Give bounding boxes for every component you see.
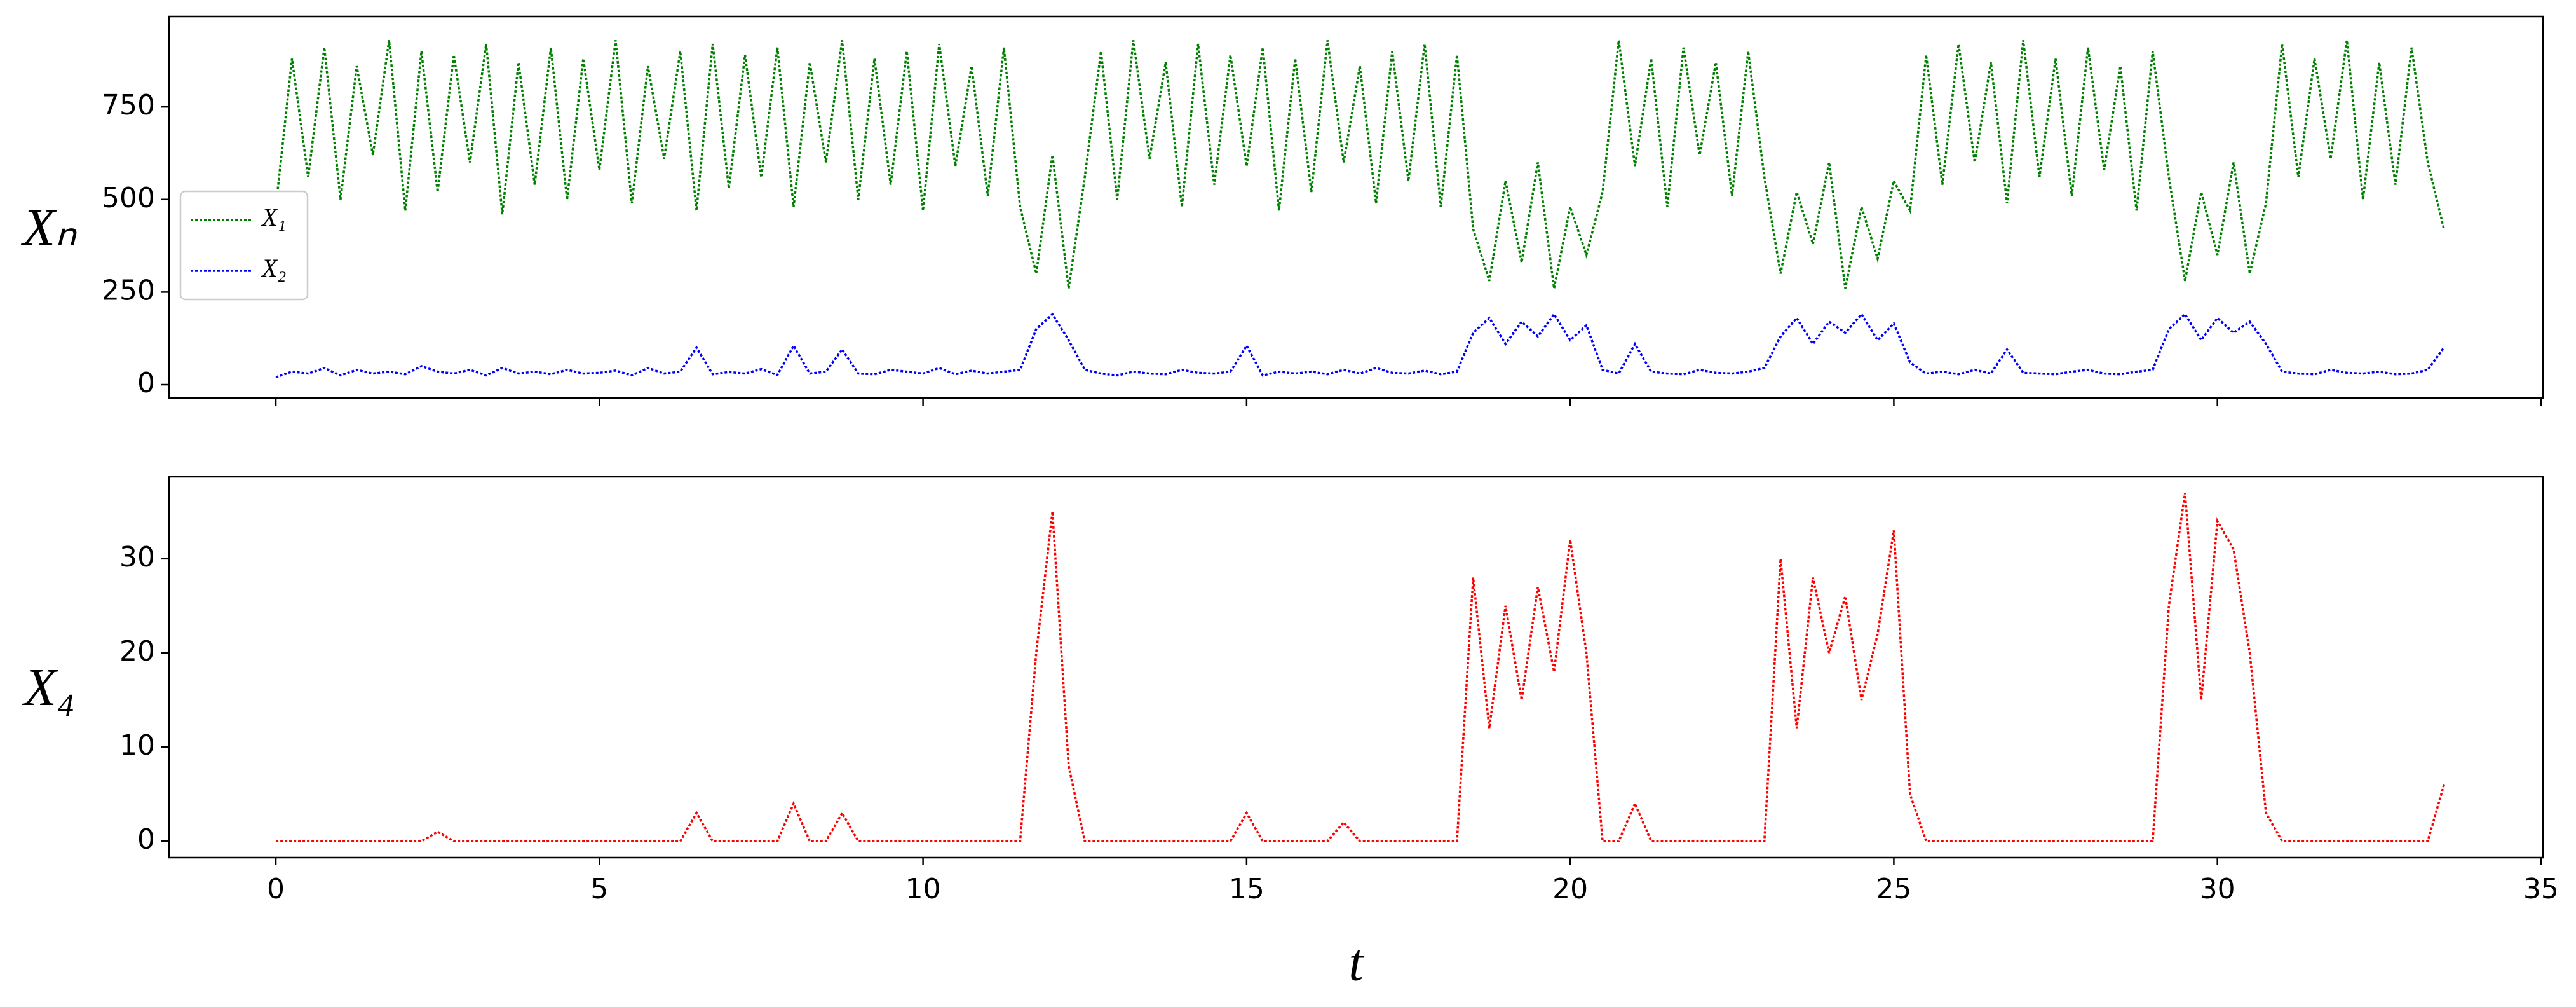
- plot-frame: [168, 476, 2544, 859]
- y-axis-label: X₄: [22, 658, 76, 717]
- y-tick-label: 250: [102, 274, 155, 306]
- series-line: [276, 492, 2445, 842]
- y-tick-label: 500: [102, 182, 155, 214]
- legend-label: X₁: [261, 203, 286, 231]
- x-tick-label: 15: [1229, 873, 1264, 905]
- y-tick-label: 750: [102, 89, 155, 121]
- legend-label: X₂: [261, 254, 286, 282]
- x-tick-label: 35: [2523, 873, 2559, 905]
- series-line: [275, 40, 2445, 289]
- y-tick-label: 0: [137, 823, 155, 856]
- x-tick-label: 0: [267, 873, 285, 905]
- series-line: [275, 312, 2445, 379]
- x-tick-label: 5: [590, 873, 608, 905]
- y-tick-label: 20: [119, 635, 155, 668]
- plot-frame: [168, 15, 2544, 399]
- x-tick-label: 30: [2200, 873, 2235, 905]
- x-tick-label: 20: [1552, 873, 1588, 905]
- x-axis-label: t: [1348, 933, 1365, 992]
- y-axis-label: Xₙ: [21, 198, 78, 257]
- x-tick-label: 10: [905, 873, 941, 905]
- y-tick-label: 0: [137, 367, 155, 399]
- y-tick-label: 10: [119, 729, 155, 762]
- legend-box: [179, 190, 309, 301]
- x-tick-label: 25: [1876, 873, 1911, 905]
- y-tick-label: 30: [119, 541, 155, 573]
